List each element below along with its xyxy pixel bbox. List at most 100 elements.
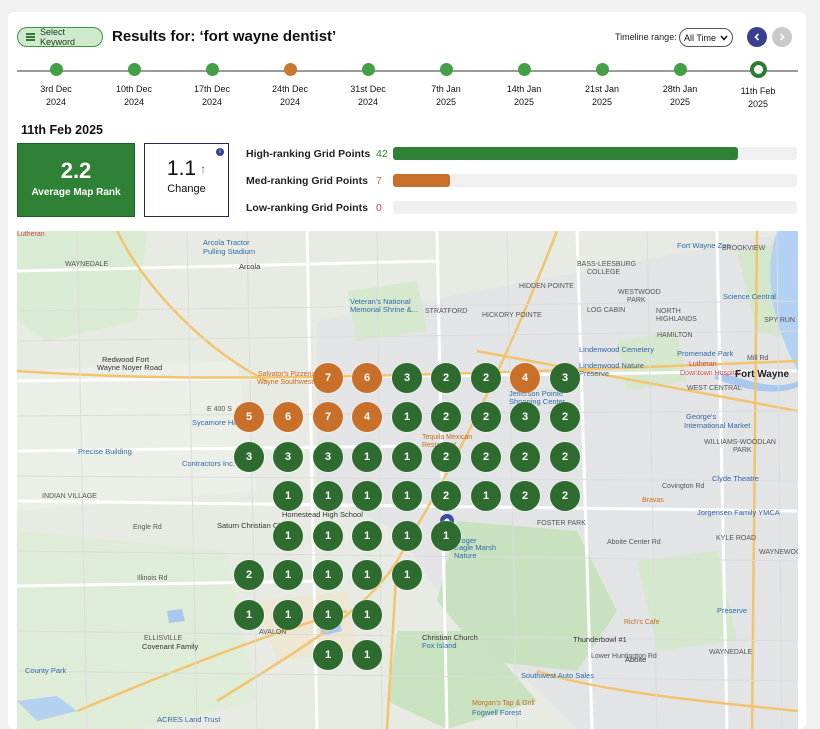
map-label: PARK [733, 447, 752, 454]
grid-point-rank[interactable]: 1 [392, 521, 422, 551]
chevron-down-icon [720, 35, 728, 41]
grid-point-rank[interactable]: 2 [510, 442, 540, 472]
grid-point-rank[interactable]: 2 [550, 442, 580, 472]
map-background [17, 231, 798, 729]
timeline-date-3[interactable]: 17th Dec 2024 [177, 63, 247, 109]
grid-point-rank[interactable]: 3 [234, 442, 264, 472]
map-label: Veteran's National [350, 297, 411, 306]
grid-point-rank[interactable]: 2 [471, 363, 501, 393]
grid-point-rank[interactable]: 2 [510, 481, 540, 511]
selected-date-heading: 11th Feb 2025 [21, 123, 103, 137]
next-date-button[interactable] [772, 27, 792, 47]
grid-point-rank[interactable]: 2 [550, 481, 580, 511]
grid-point-rank[interactable]: 1 [392, 560, 422, 590]
grid-point-rank[interactable]: 1 [313, 560, 343, 590]
grid-point-rank[interactable]: 3 [510, 402, 540, 432]
grid-point-rank[interactable]: 1 [313, 481, 343, 511]
timeline-dot[interactable] [127, 63, 141, 76]
map-label: WEST CENTRAL [687, 385, 742, 392]
timeline-date-label: 10th Dec 2024 [115, 84, 153, 107]
timeline-date-10[interactable]: 11th Feb 2025 [723, 61, 793, 111]
grid-point-rank[interactable]: 1 [273, 560, 303, 590]
grid-point-rank[interactable]: 1 [234, 600, 264, 630]
grid-point-rank[interactable]: 1 [352, 640, 382, 670]
map-label: NORTH [656, 308, 681, 315]
timeline-dot[interactable] [361, 63, 375, 76]
timeline-date-6[interactable]: 7th Jan 2025 [411, 63, 481, 109]
grid-point-rank[interactable]: 2 [431, 402, 461, 432]
grid-point-rank[interactable]: 2 [431, 363, 461, 393]
grid-point-rank[interactable]: 1 [313, 521, 343, 551]
grid-point-rank[interactable]: 3 [392, 363, 422, 393]
timeline-dot[interactable] [205, 63, 219, 76]
grid-point-rank[interactable]: 6 [352, 363, 382, 393]
map-label: Rich's Cafe [624, 619, 660, 626]
rank-grid-map[interactable]: Arcola Tractor Pulling Stadium Arcola Fort … [17, 231, 798, 729]
grid-point-rank[interactable]: 2 [234, 560, 264, 590]
timeline-dot[interactable] [673, 63, 687, 76]
timeline-date-1[interactable]: 3rd Dec 2024 [21, 63, 91, 109]
timeline-dot[interactable] [595, 63, 609, 76]
grid-point-rank[interactable]: 1 [392, 402, 422, 432]
map-label: Saturn Christian Church [217, 521, 298, 530]
grid-point-rank[interactable]: 1 [352, 481, 382, 511]
timeline-date-label: 21st Jan 2025 [584, 84, 620, 107]
grid-point-rank[interactable]: 1 [352, 560, 382, 590]
grid-point-rank[interactable]: 1 [313, 640, 343, 670]
map-label: Precise Building [78, 447, 132, 456]
grid-point-rank[interactable]: 1 [273, 481, 303, 511]
grid-point-rank[interactable]: 1 [273, 600, 303, 630]
map-label: Fort Wayne Zoo [677, 241, 731, 250]
grid-point-rank[interactable]: 1 [352, 600, 382, 630]
grid-point-rank[interactable]: 4 [352, 402, 382, 432]
timeline-dot[interactable] [283, 63, 297, 76]
grid-point-rank[interactable]: 2 [471, 442, 501, 472]
grid-point-rank[interactable]: 6 [273, 402, 303, 432]
chevron-right-icon [779, 33, 785, 41]
grid-point-rank[interactable]: 3 [550, 363, 580, 393]
grid-point-rank[interactable]: 1 [313, 600, 343, 630]
map-label: Lindenwood Nature [579, 361, 645, 370]
timeline-date-9[interactable]: 28th Jan 2025 [645, 63, 715, 109]
grid-point-rank[interactable]: 1 [471, 481, 501, 511]
grid-point-rank[interactable]: 5 [234, 402, 264, 432]
map-label: WAYNEDALE [65, 261, 109, 268]
grid-point-rank[interactable]: 2 [431, 481, 461, 511]
map-label: International Market [684, 421, 751, 430]
map-label: Southwest Auto Sales [521, 671, 594, 680]
timeline-dot[interactable] [439, 63, 453, 76]
grid-point-rank[interactable]: 1 [352, 442, 382, 472]
map-label: Redwood Fort [102, 355, 150, 364]
map-label: Lutheran [17, 231, 45, 238]
timeline-dot[interactable] [749, 61, 767, 78]
timeline-date-4[interactable]: 24th Dec 2024 [255, 63, 325, 109]
previous-date-button[interactable] [747, 27, 767, 47]
timeline-date-7[interactable]: 14th Jan 2025 [489, 63, 559, 109]
grid-point-rank[interactable]: 1 [273, 521, 303, 551]
grid-point-rank[interactable]: 1 [431, 521, 461, 551]
grid-point-rank[interactable]: 2 [550, 402, 580, 432]
grid-point-rank[interactable]: 1 [392, 481, 422, 511]
grid-point-rank[interactable]: 7 [313, 363, 343, 393]
grid-point-rank[interactable]: 2 [471, 402, 501, 432]
grid-point-rank[interactable]: 2 [431, 442, 461, 472]
grid-point-rank[interactable]: 1 [352, 521, 382, 551]
grid-point-rank[interactable]: 7 [313, 402, 343, 432]
grid-point-rank[interactable]: 1 [392, 442, 422, 472]
timeline-date-5[interactable]: 31st Dec 2024 [333, 63, 403, 109]
info-icon[interactable]: i [216, 148, 224, 156]
timeline-range-label: Timeline range: [615, 32, 677, 42]
timeline-date-2[interactable]: 10th Dec 2024 [99, 63, 169, 109]
select-keyword-button[interactable]: Select Keyword [17, 27, 103, 47]
timeline-dot[interactable] [517, 63, 531, 76]
timeline-date-label: 17th Dec 2024 [193, 84, 231, 107]
map-label: HIDDEN POINTE [519, 283, 574, 290]
grid-point-rank[interactable]: 3 [273, 442, 303, 472]
map-label: HIGHLANDS [656, 316, 697, 323]
timeline-range-select[interactable]: All Time [679, 28, 733, 47]
grid-point-rank[interactable]: 3 [313, 442, 343, 472]
timeline-dot[interactable] [49, 63, 63, 76]
timeline-date-8[interactable]: 21st Jan 2025 [567, 63, 637, 109]
grid-point-rank[interactable]: 4 [510, 363, 540, 393]
map-label: Shopping Center [509, 397, 566, 406]
